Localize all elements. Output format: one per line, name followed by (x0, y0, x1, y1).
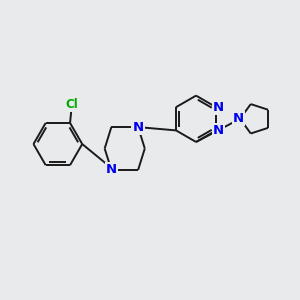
Text: N: N (213, 124, 224, 137)
Text: N: N (106, 164, 117, 176)
Text: N: N (213, 101, 224, 114)
Text: Cl: Cl (65, 98, 78, 111)
Text: N: N (133, 121, 144, 134)
Text: N: N (233, 112, 244, 125)
